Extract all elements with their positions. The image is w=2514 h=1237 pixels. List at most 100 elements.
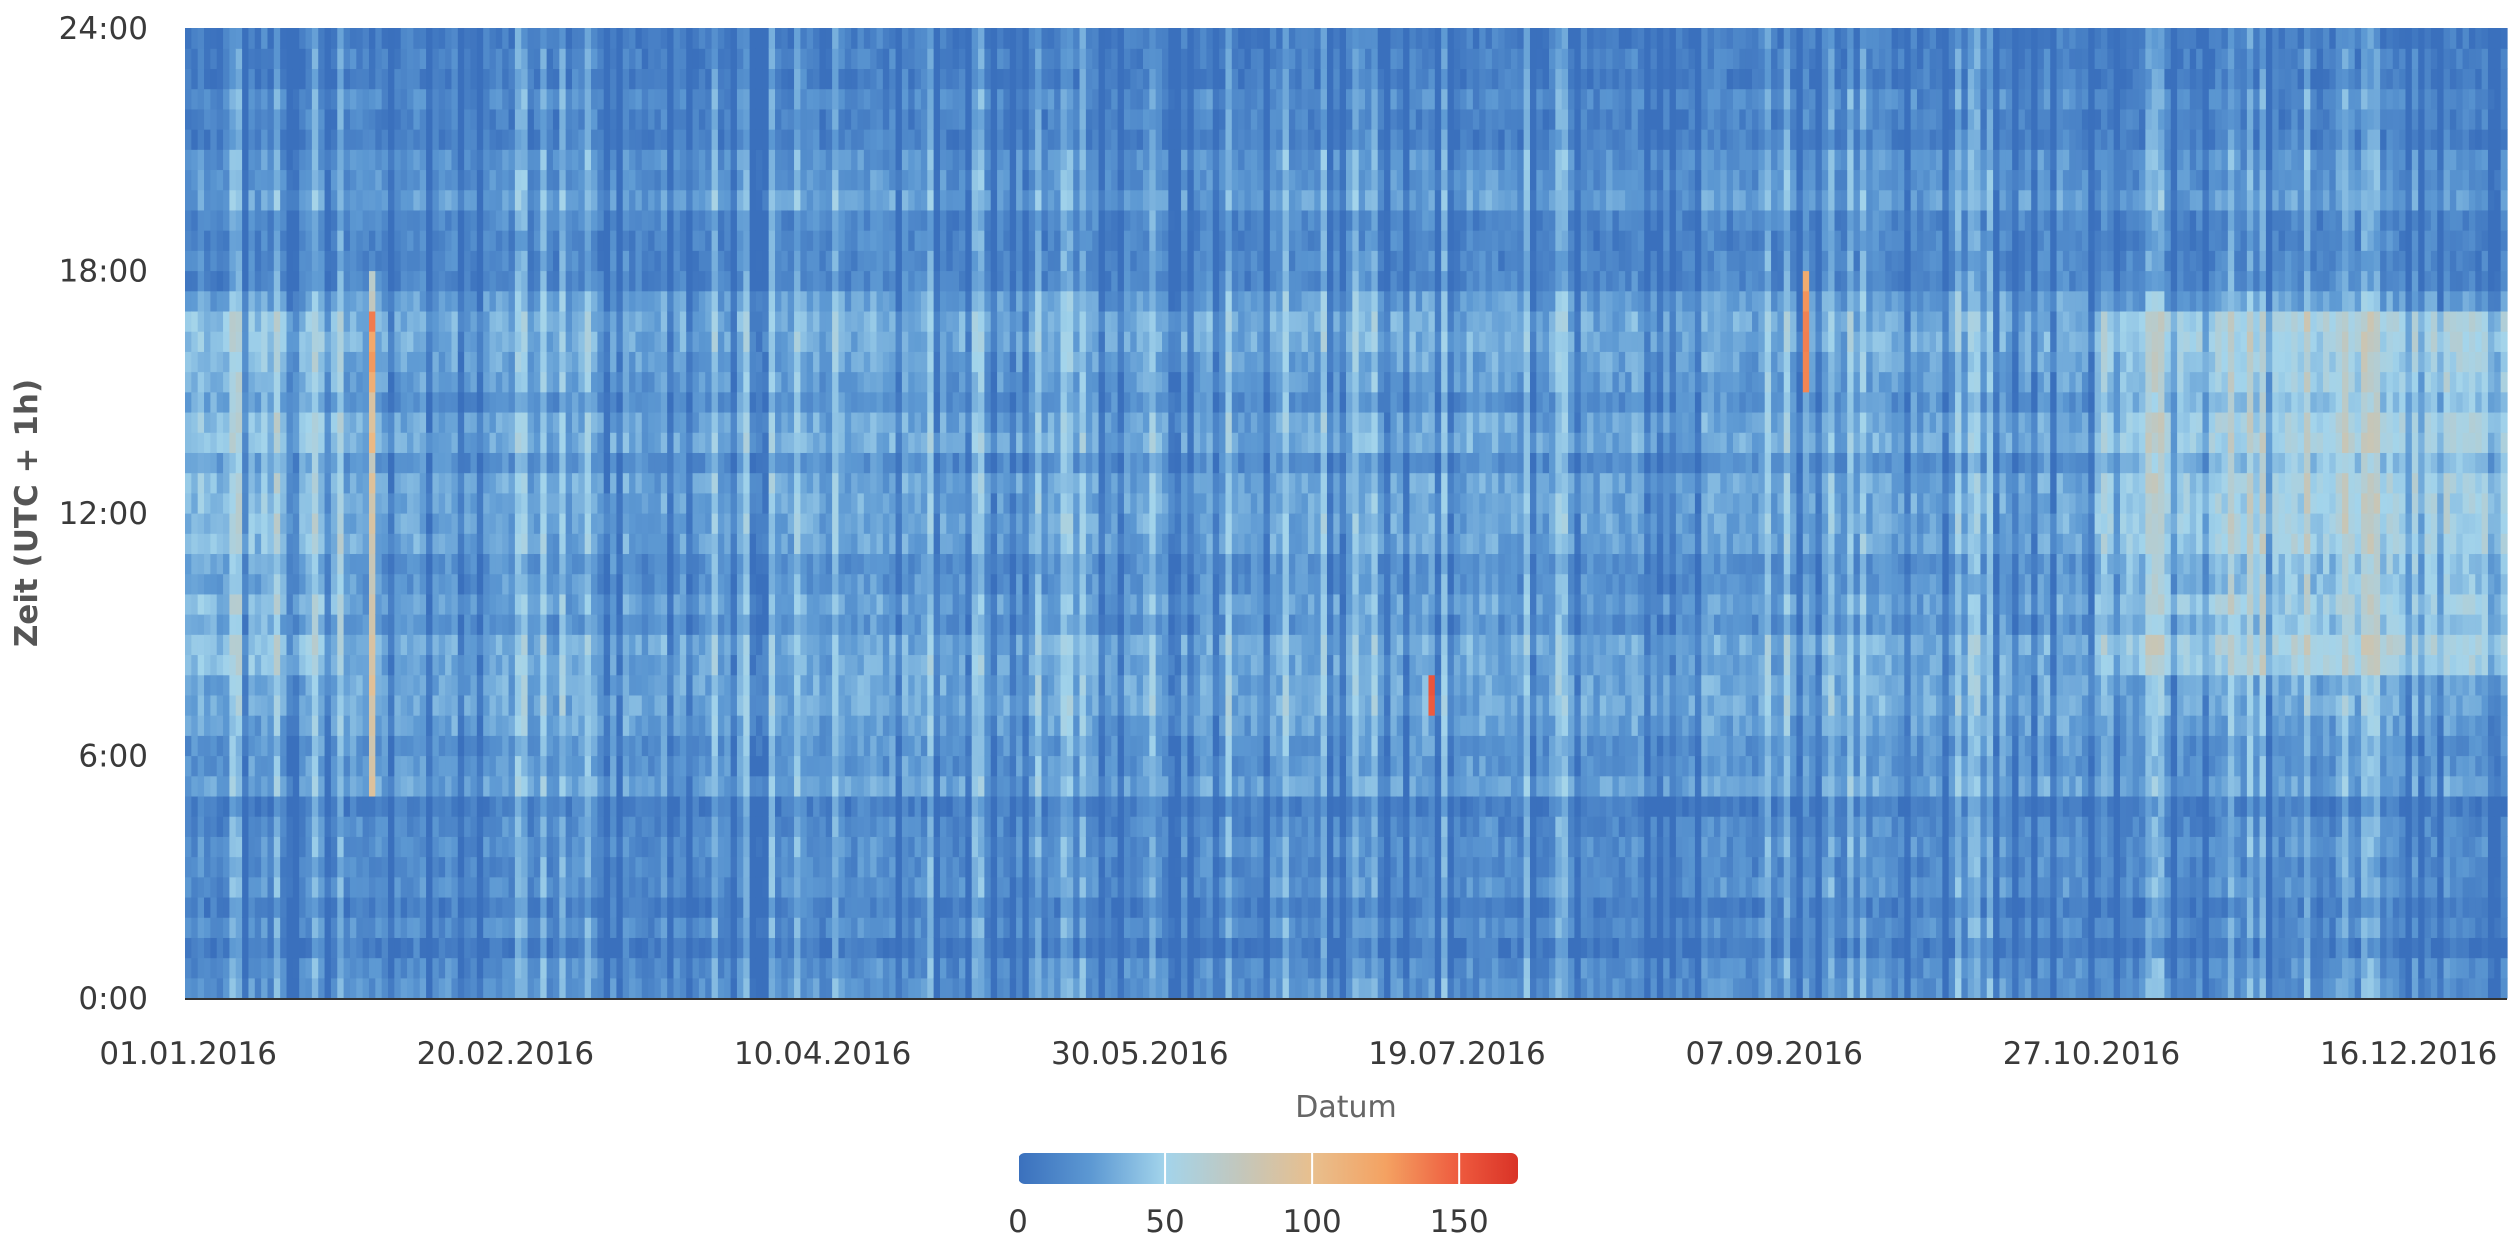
heatmap-cell — [547, 654, 554, 675]
heatmap-cell — [604, 553, 611, 574]
heatmap-cell — [451, 169, 458, 190]
heatmap-cell — [724, 675, 731, 696]
heatmap-cell — [528, 654, 535, 675]
heatmap-cell — [635, 513, 642, 534]
heatmap-cell — [236, 654, 243, 675]
heatmap-cell — [674, 675, 681, 696]
heatmap-cell — [788, 877, 795, 898]
heatmap-cell — [794, 877, 801, 898]
heatmap-cell — [280, 654, 287, 675]
heatmap-cell — [578, 210, 585, 231]
heatmap-cell — [623, 432, 630, 453]
heatmap-cell — [800, 513, 807, 534]
heatmap-cell — [597, 230, 604, 251]
heatmap-cell — [267, 877, 274, 898]
heatmap-cell — [375, 836, 382, 857]
heatmap-cell — [413, 776, 420, 797]
heatmap-cell — [686, 614, 693, 635]
heatmap-cell — [794, 553, 801, 574]
heatmap-cell — [826, 372, 833, 393]
heatmap-cell — [800, 917, 807, 938]
heatmap-cell — [718, 68, 725, 89]
heatmap-cell — [331, 28, 338, 49]
heatmap-cell — [325, 513, 332, 534]
heatmap-cell — [826, 210, 833, 231]
heatmap-cell — [667, 735, 674, 756]
heatmap-cell — [515, 230, 522, 251]
heatmap-cell — [705, 291, 712, 312]
heatmap-cell — [604, 210, 611, 231]
heatmap-cell — [591, 776, 598, 797]
heatmap-cell — [299, 594, 306, 615]
heatmap-cell — [515, 857, 522, 878]
heatmap-cell — [407, 210, 414, 231]
heatmap-cell — [483, 372, 490, 393]
heatmap-cell — [686, 654, 693, 675]
heatmap-cell — [477, 857, 484, 878]
heatmap-cell — [261, 735, 268, 756]
heatmap-cell — [712, 210, 719, 231]
heatmap-cell — [591, 109, 598, 130]
heatmap-cell — [642, 89, 649, 110]
heatmap-cell — [413, 210, 420, 231]
heatmap-cell — [654, 392, 661, 413]
heatmap-cell — [496, 190, 503, 211]
heatmap-cell — [597, 836, 604, 857]
heatmap-cell — [515, 149, 522, 170]
heatmap-cell — [521, 574, 528, 595]
heatmap-cell — [654, 978, 661, 999]
heatmap-cell — [534, 331, 541, 352]
heatmap-cell — [375, 271, 382, 292]
heatmap-cell — [490, 634, 497, 655]
heatmap-cell — [344, 250, 351, 271]
heatmap-cell — [210, 978, 217, 999]
heatmap-cell — [401, 149, 408, 170]
heatmap-cell — [464, 129, 471, 150]
heatmap-cell — [750, 473, 757, 494]
heatmap-cell — [826, 715, 833, 736]
heatmap-cell — [236, 715, 243, 736]
heatmap-cell — [788, 230, 795, 251]
heatmap-cell — [242, 68, 249, 89]
heatmap-cell — [699, 553, 706, 574]
heatmap-cell — [712, 574, 719, 595]
heatmap-cell — [712, 513, 719, 534]
heatmap-cell — [426, 109, 433, 130]
heatmap-cell — [743, 776, 750, 797]
heatmap-cell — [280, 978, 287, 999]
heatmap-cell — [553, 372, 560, 393]
heatmap-cell — [426, 190, 433, 211]
heatmap-cell — [407, 452, 414, 473]
heatmap-cell — [775, 48, 782, 69]
heatmap-cell — [344, 432, 351, 453]
heatmap-cell — [534, 776, 541, 797]
heatmap-cell — [553, 917, 560, 938]
heatmap-cell — [712, 756, 719, 777]
heatmap-cell — [382, 230, 389, 251]
heatmap-cell — [604, 291, 611, 312]
heatmap-cell — [388, 816, 395, 837]
heatmap-cell — [578, 715, 585, 736]
heatmap-cell — [306, 634, 313, 655]
heatmap-cell — [223, 230, 230, 251]
heatmap-cell — [293, 533, 300, 554]
heatmap-cell — [578, 493, 585, 514]
heatmap-cell — [515, 250, 522, 271]
heatmap-cell — [331, 574, 338, 595]
heatmap-cell — [819, 695, 826, 716]
heatmap-cell — [274, 473, 281, 494]
heatmap-cell — [261, 210, 268, 231]
heatmap-cell — [280, 311, 287, 332]
heatmap-cell — [490, 533, 497, 554]
heatmap-cell — [255, 594, 262, 615]
heatmap-cell — [470, 129, 477, 150]
heatmap-cell — [724, 68, 731, 89]
heatmap-cell — [287, 574, 294, 595]
heatmap-cell — [267, 129, 274, 150]
heatmap-cell — [781, 937, 788, 958]
heatmap-cell — [458, 493, 465, 514]
heatmap-cell — [242, 654, 249, 675]
heatmap-cell — [832, 109, 839, 130]
heatmap-cell — [318, 695, 325, 716]
heatmap-cell — [451, 149, 458, 170]
